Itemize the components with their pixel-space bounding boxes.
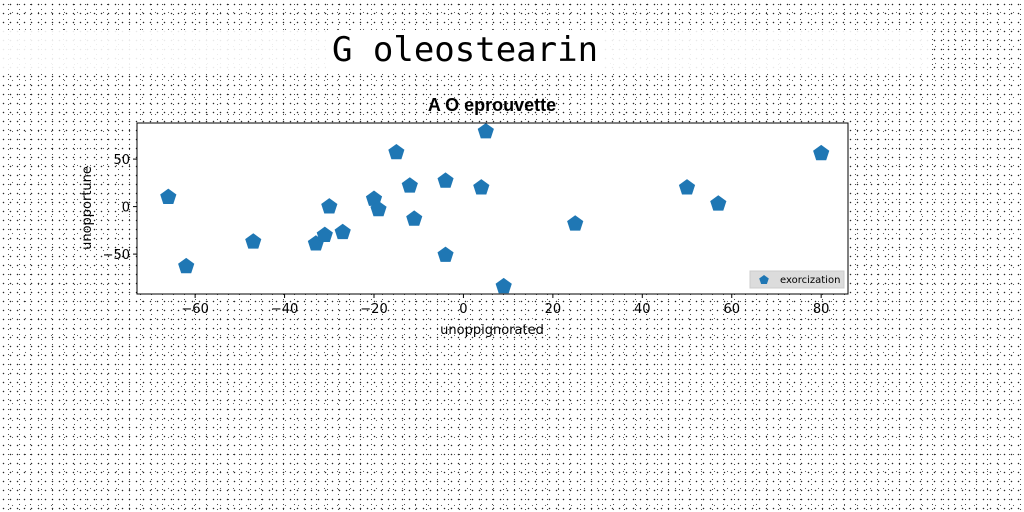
data-point <box>245 233 262 249</box>
x-tick-label: −60 <box>181 302 208 317</box>
data-point <box>678 179 696 195</box>
x-tick-label: 60 <box>723 302 740 317</box>
data-point <box>316 226 333 242</box>
x-tick-label: 0 <box>459 302 467 317</box>
data-point <box>710 195 727 211</box>
data-point <box>334 223 351 240</box>
y-axis-ticks: −50 0 50 <box>103 153 137 263</box>
plot-frame <box>136 122 849 295</box>
data-point <box>495 277 512 294</box>
page-title: G oleostearin <box>0 30 930 70</box>
legend-box <box>749 270 845 289</box>
data-point <box>401 177 418 193</box>
data-point <box>406 210 423 226</box>
y-tick-label: −50 <box>103 248 130 263</box>
x-axis-ticks: −60 −40 −20 0 20 40 60 80 <box>181 294 829 317</box>
legend: exorcization <box>749 270 845 289</box>
data-point <box>437 172 454 188</box>
x-tick-label: −20 <box>360 302 387 317</box>
data-point <box>388 144 405 160</box>
data-point <box>813 144 830 161</box>
data-points <box>160 123 830 294</box>
data-point <box>370 200 387 217</box>
y-tick-label: 0 <box>122 201 130 216</box>
y-tick-label: 50 <box>113 153 130 168</box>
chart-title: A O eprouvette <box>428 95 556 115</box>
x-tick-label: 20 <box>545 302 562 317</box>
data-point <box>437 246 454 262</box>
data-point <box>473 179 490 195</box>
data-point <box>321 198 338 214</box>
plot-background <box>137 123 848 294</box>
data-point <box>567 215 584 231</box>
data-point <box>178 257 195 274</box>
legend-marker <box>759 275 769 284</box>
y-axis-label: unopportune <box>80 166 95 250</box>
x-axis-label: unoppignorated <box>440 323 544 338</box>
x-tick-label: 40 <box>634 302 651 317</box>
x-tick-label: 80 <box>813 302 830 317</box>
x-tick-label: −40 <box>271 302 298 317</box>
data-point <box>477 123 494 139</box>
data-point <box>160 188 177 204</box>
legend-label: exorcization <box>780 275 840 286</box>
